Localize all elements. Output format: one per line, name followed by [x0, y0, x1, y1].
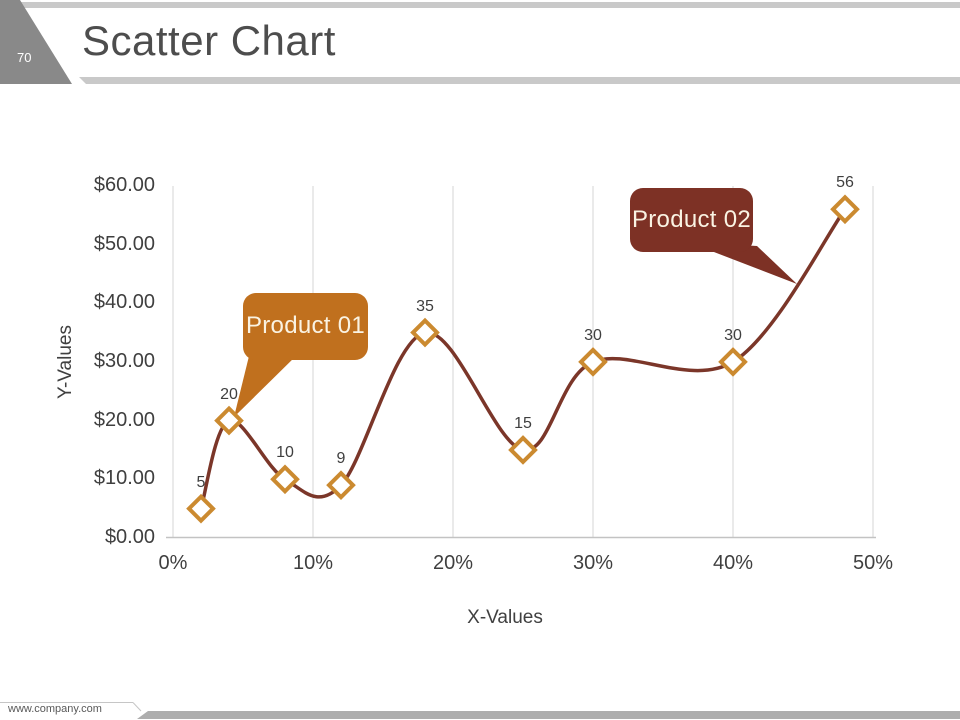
data-point-marker	[508, 435, 538, 465]
header-underline-bar	[79, 77, 960, 84]
page-number: 70	[17, 50, 32, 65]
data-point-marker	[830, 194, 860, 225]
page-number-triangle	[0, 0, 72, 84]
footer-thin-line-slant	[132, 702, 142, 712]
header-top-bar	[0, 2, 960, 8]
footer-bar	[137, 711, 960, 719]
data-point-marker	[578, 347, 608, 377]
data-point-marker	[270, 464, 300, 495]
data-point-marker	[186, 493, 216, 524]
data-point-marker	[718, 347, 748, 377]
series-line	[199, 207, 847, 511]
footer-url: www.company.com	[8, 703, 102, 715]
callout-product-02: Product 02	[630, 188, 753, 252]
callout-product-01: Product 01	[243, 293, 368, 360]
callout-product-01-tail	[234, 352, 300, 417]
data-point-marker	[214, 405, 244, 436]
callout-product-02-tail	[688, 242, 797, 284]
data-point-marker	[410, 317, 440, 348]
data-point-marker	[326, 470, 356, 500]
